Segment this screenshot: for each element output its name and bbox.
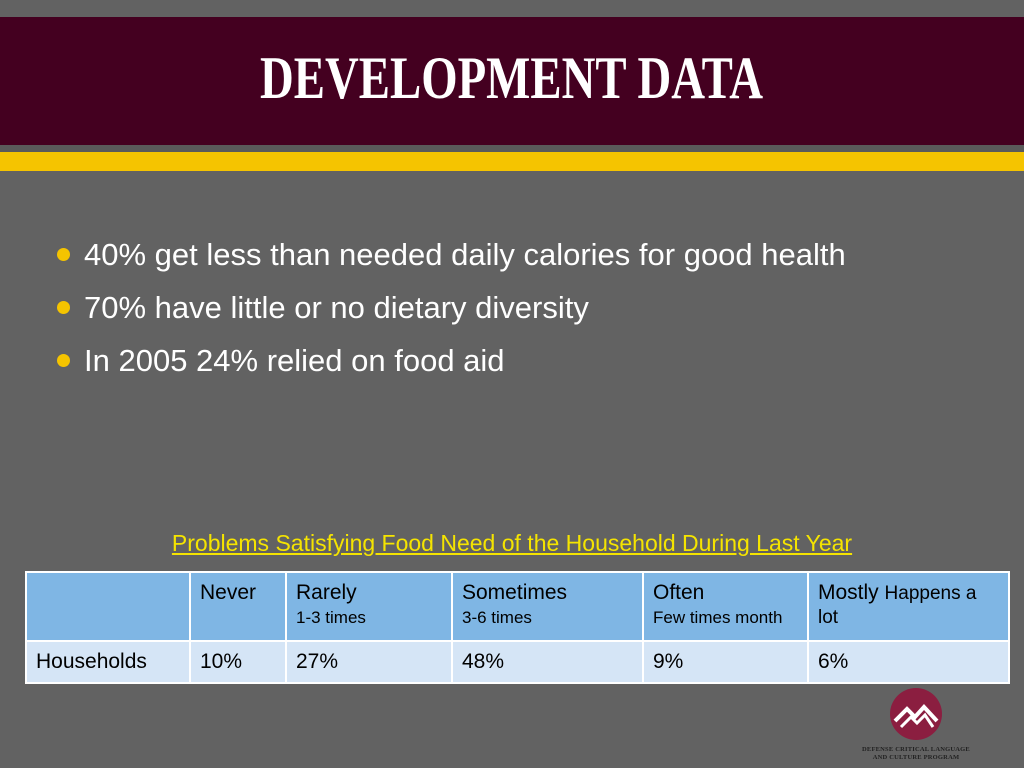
header-blank-cell <box>25 571 191 642</box>
header-sub: Few times month <box>653 608 783 627</box>
bullet-text: 70% have little or no dietary diversity <box>84 289 589 325</box>
header-label: Mostly <box>818 581 879 604</box>
value-sometimes: 48% <box>451 640 644 684</box>
food-need-table: Never Rarely 1-3 times Sometimes 3-6 tim… <box>25 571 1010 684</box>
title-band: DEVELOPMENT DATA <box>0 17 1024 145</box>
header-sub: 1-3 times <box>296 608 366 627</box>
bullet-item: 40% get less than needed daily calories … <box>57 228 846 281</box>
slide-title: DEVELOPMENT DATA <box>260 45 764 111</box>
table-header-row: Never Rarely 1-3 times Sometimes 3-6 tim… <box>25 571 1010 642</box>
header-sub: Happens a lot <box>818 583 977 628</box>
header-sub: 3-6 times <box>462 608 532 627</box>
logo-text: DEFENSE CRITICAL LANGUAGE AND CULTURE PR… <box>862 746 970 762</box>
bullet-dot-icon <box>57 354 70 367</box>
bullet-dot-icon <box>57 301 70 314</box>
table-caption[interactable]: Problems Satisfying Food Need of the Hou… <box>171 530 853 556</box>
header-often: Often Few times month <box>642 571 809 642</box>
header-label: Sometimes <box>462 581 568 604</box>
header-never: Never <box>189 571 287 642</box>
program-logo: DEFENSE CRITICAL LANGUAGE AND CULTURE PR… <box>855 688 977 766</box>
divider-strip <box>0 145 1024 152</box>
logo-line-2: AND CULTURE PROGRAM <box>872 754 960 761</box>
header-mostly: Mostly Happens a lot <box>807 571 1010 642</box>
bullet-item: In 2005 24% relied on food aid <box>57 334 846 387</box>
header-rarely: Rarely 1-3 times <box>285 571 453 642</box>
header-label: Never <box>200 581 257 604</box>
value-never: 10% <box>189 640 287 684</box>
row-label: Households <box>25 640 191 684</box>
bullet-text: In 2005 24% relied on food aid <box>84 342 505 378</box>
mountain-logo-icon <box>890 688 942 740</box>
bullet-text: 40% get less than needed daily calories … <box>84 236 846 272</box>
value-rarely: 27% <box>285 640 453 684</box>
header-label: Rarely <box>296 581 357 604</box>
bullet-list: 40% get less than needed daily calories … <box>57 228 846 387</box>
logo-line-1: DEFENSE CRITICAL LANGUAGE <box>862 746 970 753</box>
bullet-item: 70% have little or no dietary diversity <box>57 281 846 334</box>
bullet-dot-icon <box>57 248 70 261</box>
accent-bar <box>0 152 1024 171</box>
header-label: Often <box>653 581 705 604</box>
value-mostly: 6% <box>807 640 1010 684</box>
header-sometimes: Sometimes 3-6 times <box>451 571 644 642</box>
table-row: Households 10% 27% 48% 9% 6% <box>25 640 1010 684</box>
value-often: 9% <box>642 640 809 684</box>
